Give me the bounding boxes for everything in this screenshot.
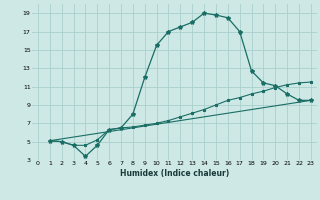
X-axis label: Humidex (Indice chaleur): Humidex (Indice chaleur) bbox=[120, 169, 229, 178]
